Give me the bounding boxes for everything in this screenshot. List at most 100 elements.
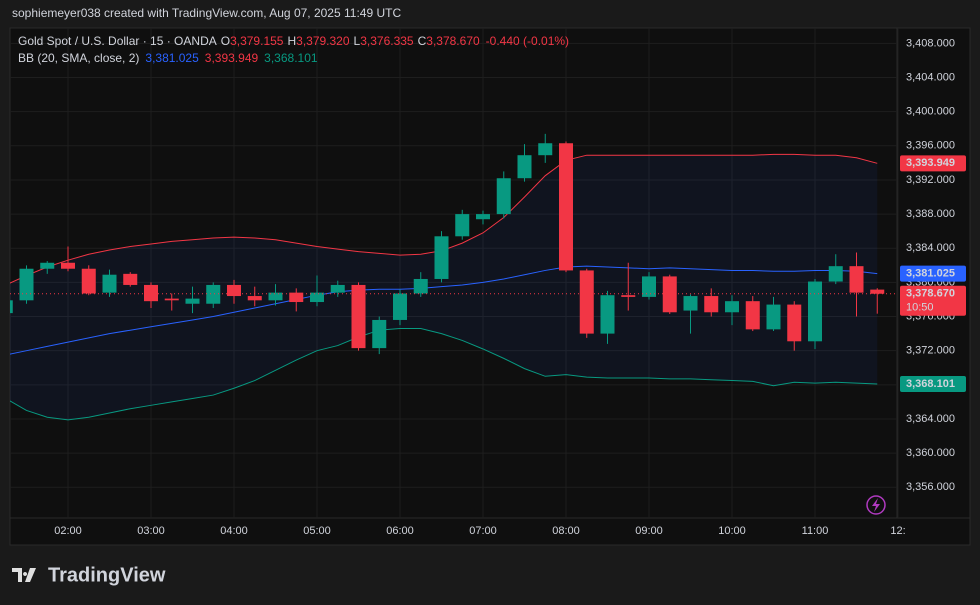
y-tick-label: 3,372.000 bbox=[906, 345, 955, 357]
candle-body bbox=[351, 284, 366, 349]
candle-body bbox=[372, 319, 387, 349]
change: -0.440 (-0.01%) bbox=[486, 34, 569, 48]
candle-body bbox=[745, 301, 760, 330]
candle-body bbox=[496, 178, 511, 215]
candle-body bbox=[330, 284, 345, 293]
y-tick-label: 3,388.000 bbox=[906, 208, 955, 220]
candle-body bbox=[413, 278, 428, 294]
candle-body bbox=[268, 292, 283, 301]
o-label: O bbox=[221, 34, 230, 48]
header: sophiemeyer038 created with TradingView.… bbox=[12, 6, 401, 20]
x-tick-label: 03:00 bbox=[137, 525, 165, 537]
countdown: 10:50 bbox=[906, 302, 934, 314]
candle-body bbox=[476, 214, 490, 220]
x-tick-label: 08:00 bbox=[552, 525, 580, 537]
band-line bbox=[10, 265, 878, 355]
alert-icon[interactable] bbox=[866, 495, 886, 515]
candle-body bbox=[662, 276, 677, 313]
price-tag-label: 3,381.025 bbox=[906, 268, 955, 280]
footer-brand: TradingView bbox=[48, 564, 166, 586]
candle-body bbox=[725, 301, 739, 313]
price-tag-label: 3,368.101 bbox=[906, 378, 955, 390]
axes: 3,356.0003,360.0003,364.0003,368.0003,37… bbox=[54, 37, 966, 537]
x-tick-label: 10:00 bbox=[718, 525, 746, 537]
y-tick-label: 3,400.000 bbox=[906, 106, 955, 118]
x-tick-label: 07:00 bbox=[469, 525, 497, 537]
x-tick-label: 04:00 bbox=[220, 525, 248, 537]
grid bbox=[10, 28, 899, 518]
y-tick-label: 3,408.000 bbox=[906, 37, 955, 49]
price-tag bbox=[900, 155, 966, 172]
candle-body bbox=[870, 289, 885, 294]
candle-body bbox=[289, 292, 304, 303]
x-tick-label: 09:00 bbox=[635, 525, 663, 537]
candle-body bbox=[704, 296, 719, 313]
y-tick-label: 3,396.000 bbox=[906, 140, 955, 152]
candle-body bbox=[849, 266, 864, 293]
candle-body bbox=[123, 273, 138, 285]
candle-body bbox=[787, 304, 802, 342]
candle-body bbox=[434, 236, 449, 279]
legend-bb: BB (20, SMA, close, 2) 3,381.025 3,393.949… bbox=[18, 51, 318, 65]
candle-body bbox=[164, 298, 179, 301]
h-value: 3,379.320 bbox=[296, 34, 350, 48]
candle-body bbox=[227, 284, 241, 297]
band-fill bbox=[10, 154, 878, 420]
basis-value: 3,381.025 bbox=[145, 51, 199, 65]
candle-body bbox=[517, 155, 532, 179]
indicator: BB (20, SMA, close, 2) bbox=[18, 51, 139, 65]
y-tick-label: 3,404.000 bbox=[906, 71, 955, 83]
candle-body bbox=[642, 276, 656, 297]
price-tag-label: 3,378.670 bbox=[906, 288, 955, 300]
x-tick-label: 05:00 bbox=[303, 525, 331, 537]
l-value: 3,376.335 bbox=[360, 34, 414, 48]
candle-body bbox=[247, 296, 262, 301]
price-tag bbox=[900, 375, 966, 392]
symbol: Gold Spot / U.S. Dollar · 15 · OANDA bbox=[18, 34, 217, 48]
band-line bbox=[10, 327, 878, 421]
x-tick-label: 06:00 bbox=[386, 525, 414, 537]
l-label: L bbox=[354, 34, 361, 48]
y-tick-label: 3,360.000 bbox=[906, 447, 955, 459]
c-label: C bbox=[418, 34, 427, 48]
o-value: 3,379.155 bbox=[230, 34, 284, 48]
upper-value: 3,393.949 bbox=[205, 51, 259, 65]
x-tick-label: 12: bbox=[890, 525, 905, 537]
lower-value: 3,368.101 bbox=[264, 51, 318, 65]
c-value: 3,378.670 bbox=[426, 34, 480, 48]
h-label: H bbox=[287, 34, 296, 48]
price-tag bbox=[900, 285, 966, 316]
candle-body bbox=[621, 295, 636, 297]
candle-body bbox=[683, 296, 698, 311]
candle-body bbox=[310, 292, 324, 303]
candle-body bbox=[766, 304, 781, 330]
candle-body bbox=[81, 268, 96, 294]
x-tick-label: 11:00 bbox=[802, 525, 829, 537]
candle-body bbox=[579, 270, 594, 334]
candle-body bbox=[455, 214, 470, 237]
candle-body bbox=[10, 300, 13, 314]
candle-body bbox=[808, 281, 822, 342]
y-tick-label: 3,384.000 bbox=[906, 242, 955, 254]
legend-main: Gold Spot / U.S. Dollar · 15 · OANDA O3,3… bbox=[18, 34, 569, 48]
y-tick-label: 3,356.000 bbox=[906, 481, 955, 493]
candle-body bbox=[61, 262, 75, 269]
candle-body bbox=[538, 143, 553, 156]
candle-body bbox=[393, 293, 407, 320]
candle-body bbox=[185, 298, 200, 304]
y-tick-label: 3,392.000 bbox=[906, 174, 955, 186]
candle-body bbox=[102, 274, 117, 293]
candle-body bbox=[40, 262, 55, 269]
candle-body bbox=[828, 266, 843, 282]
candle-body bbox=[600, 295, 615, 334]
plot bbox=[10, 133, 897, 421]
price-tag bbox=[900, 265, 966, 282]
candle-body bbox=[19, 268, 34, 301]
logo bbox=[12, 568, 36, 582]
candle-body bbox=[206, 284, 221, 304]
x-tick-label: 02:00 bbox=[54, 525, 82, 537]
y-tick-label: 3,364.000 bbox=[906, 413, 955, 425]
candle-body bbox=[559, 143, 573, 271]
candle-body bbox=[144, 284, 158, 302]
price-tag-label: 3,393.949 bbox=[906, 157, 955, 169]
